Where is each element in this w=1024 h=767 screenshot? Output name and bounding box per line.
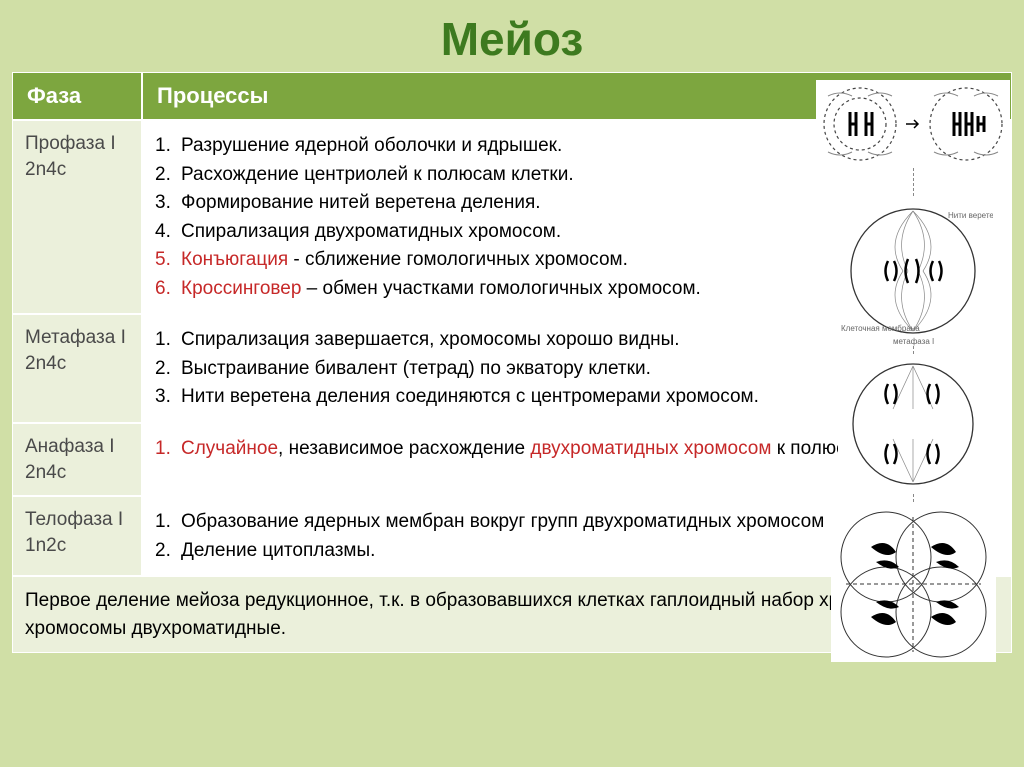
telophase-diagram (831, 502, 996, 662)
svg-text:Нити веретена: Нити веретена (948, 211, 993, 220)
metaphase-diagram: Нити веретена Клеточная мембрана метафаз… (833, 196, 993, 346)
phase-set: 2n4c (25, 462, 66, 483)
phase-set: 1n2c (25, 535, 66, 556)
phase-name: Анафаза I (25, 436, 115, 457)
prophase-diagram (816, 80, 1010, 168)
phase-cell-anaphase: Анафаза I 2n4c (12, 423, 142, 496)
diagram-column: Нити веретена Клеточная мембрана метафаз… (808, 80, 1018, 740)
phase-cell-prophase: Профаза I 2n4c (12, 120, 142, 314)
phase-name: Телофаза I (25, 509, 123, 530)
phase-set: 2n4c (25, 159, 66, 180)
svg-text:Клеточная мембрана: Клеточная мембрана (841, 324, 920, 333)
phase-cell-telophase: Телофаза I 1n2c (12, 496, 142, 576)
page-title: Мейоз (12, 12, 1012, 66)
svg-text:метафаза I: метафаза I (893, 337, 934, 346)
arrow-icon (904, 115, 922, 133)
phase-set: 2n4c (25, 353, 66, 374)
phase-name: Профаза I (25, 133, 116, 154)
col-phase: Фаза (12, 72, 142, 120)
phase-name: Метафаза I (25, 327, 126, 348)
anaphase-diagram (838, 354, 988, 494)
phase-cell-metaphase: Метафаза I 2n4c (12, 314, 142, 423)
